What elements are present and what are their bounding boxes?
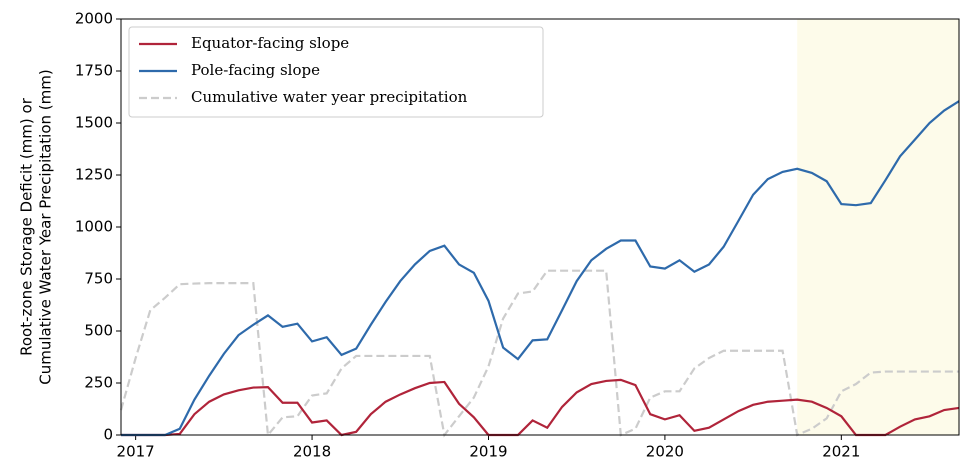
y-tick-label: 2000 (75, 10, 113, 28)
legend-box (128, 26, 544, 118)
x-tick-label: 2018 (293, 443, 331, 461)
line (121, 378, 960, 437)
legend-label: Equator-facing slope (191, 34, 349, 52)
y-tick-label: 500 (84, 322, 113, 340)
y-tick-label: 1250 (75, 166, 113, 184)
plot-frame (120, 18, 960, 436)
line (119, 269, 959, 438)
y-tick-label: 1500 (75, 114, 113, 132)
legend-label: Cumulative water year precipitation (191, 88, 468, 106)
y-tick-label: 750 (84, 270, 113, 288)
y-tick-label: 1000 (75, 218, 113, 236)
y-axis-label: Root-zone Storage Deficit (mm) or (18, 97, 36, 356)
x-tick-label: 2019 (469, 443, 507, 461)
x-tick-label: 2021 (822, 443, 860, 461)
y-tick-label: 1750 (75, 62, 113, 80)
shaded-region (797, 19, 959, 435)
y-tick-label: 250 (84, 374, 113, 392)
x-tick-label: 2017 (117, 443, 155, 461)
y-axis-label: Cumulative Water Year Precipitation (mm) (37, 69, 55, 384)
legend-label: Pole-facing slope (191, 61, 320, 79)
line (121, 100, 960, 437)
x-tick-label: 2020 (646, 443, 684, 461)
legend: Equator-facing slope Pole-facing slope Cum… (128, 26, 544, 118)
y-tick-label: 0 (103, 426, 113, 444)
